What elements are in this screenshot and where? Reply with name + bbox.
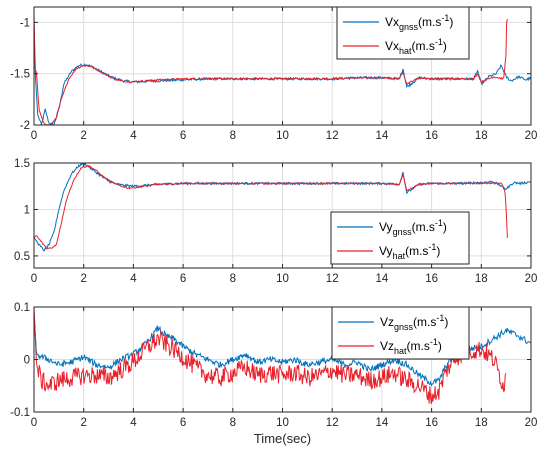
x-tick-label: 14 <box>376 130 389 142</box>
x-tick-label: 20 <box>525 273 538 285</box>
x-tick-label: 0 <box>31 130 37 142</box>
x-tick-label: 16 <box>425 273 438 285</box>
x-tick-label: 12 <box>326 273 339 285</box>
x-tick-label: 14 <box>376 417 389 429</box>
x-tick-label: 18 <box>475 273 488 285</box>
legend-label-hat: Vzhat(m.s-1) <box>380 337 442 356</box>
legend-label-gnss: Vygnss(m.s-1) <box>379 218 447 237</box>
x-tick-label: 8 <box>230 273 236 285</box>
x-tick-label: 16 <box>425 417 438 429</box>
x-tick-label: 2 <box>80 273 86 285</box>
legend: Vxgnss(m.s-1) Vxhat(m.s-1) <box>336 6 470 60</box>
series-line-hat <box>34 164 508 250</box>
x-tick-label: 2 <box>80 130 86 142</box>
y-tick-label: -1 <box>20 17 30 29</box>
x-tick-label: 10 <box>276 130 289 142</box>
series-line-hat <box>34 307 507 405</box>
x-tick-label: 0 <box>31 273 37 285</box>
y-tick-label: 0.1 <box>14 302 30 314</box>
x-tick-label: 6 <box>180 273 186 285</box>
legend-label-hat: Vxhat(m.s-1) <box>385 37 447 56</box>
x-tick-label: 2 <box>80 417 86 429</box>
x-tick-label: 8 <box>230 130 236 142</box>
legend-box <box>336 6 470 60</box>
x-tick-label: 18 <box>475 417 488 429</box>
legend: Vzgnss(m.s-1) Vzhat(m.s-1) <box>331 306 470 360</box>
x-tick-label: 4 <box>130 273 137 285</box>
legend-label-hat: Vyhat(m.s-1) <box>379 242 440 261</box>
subplot-1: 0 2 4 6 8 10 12 14 16 18 20-2-1.5-1 Vxgnss(m.s-1)Vx… <box>10 6 538 142</box>
x-tick-label: 14 <box>376 273 389 285</box>
legend-label-gnss: Vzgnss(m.s-1) <box>380 313 448 332</box>
series-line-hat <box>34 12 508 125</box>
y-tick-label: -2 <box>20 120 30 132</box>
x-tick-label: 6 <box>180 130 186 142</box>
x-tick-label: 4 <box>130 130 137 142</box>
legend-label-gnss: Vxgnss(m.s-1) <box>385 13 453 32</box>
x-tick-label: 8 <box>230 417 236 429</box>
subplot-2: 0 2 4 6 8 10 12 14 16 18 20 0.5 1 1.5 Vygnss(m.s-1) Vyh… <box>14 158 537 285</box>
y-tick-label: 0 <box>24 355 30 367</box>
x-tick-label: 16 <box>425 130 438 142</box>
x-tick-label: 10 <box>276 273 289 285</box>
x-tick-label: 20 <box>525 130 538 142</box>
subplot-3: 0 2 4 6 8 10 12 14 16 18 20-0.100.1Time(sec)Vzgnss… <box>10 302 537 446</box>
y-tick-label: -1.5 <box>10 69 30 81</box>
x-tick-label: 20 <box>525 417 538 429</box>
x-tick-label: 18 <box>475 130 488 142</box>
y-tick-label: 0.5 <box>14 251 30 263</box>
legend: Vygnss(m.s-1) Vyhat(m.s-1) <box>330 211 470 265</box>
x-axis-title: Time(sec) <box>254 431 311 446</box>
x-tick-label: 0 <box>31 417 37 429</box>
y-tick-label: -0.1 <box>10 407 30 419</box>
x-tick-label: 6 <box>180 417 186 429</box>
x-tick-label: 4 <box>130 417 137 429</box>
legend-box <box>331 306 470 360</box>
y-tick-label: 1.5 <box>14 158 30 170</box>
legend-box <box>330 211 470 265</box>
x-tick-label: 12 <box>326 417 339 429</box>
y-tick-label: 1 <box>24 204 30 216</box>
x-tick-label: 10 <box>276 417 289 429</box>
x-tick-label: 12 <box>326 130 339 142</box>
